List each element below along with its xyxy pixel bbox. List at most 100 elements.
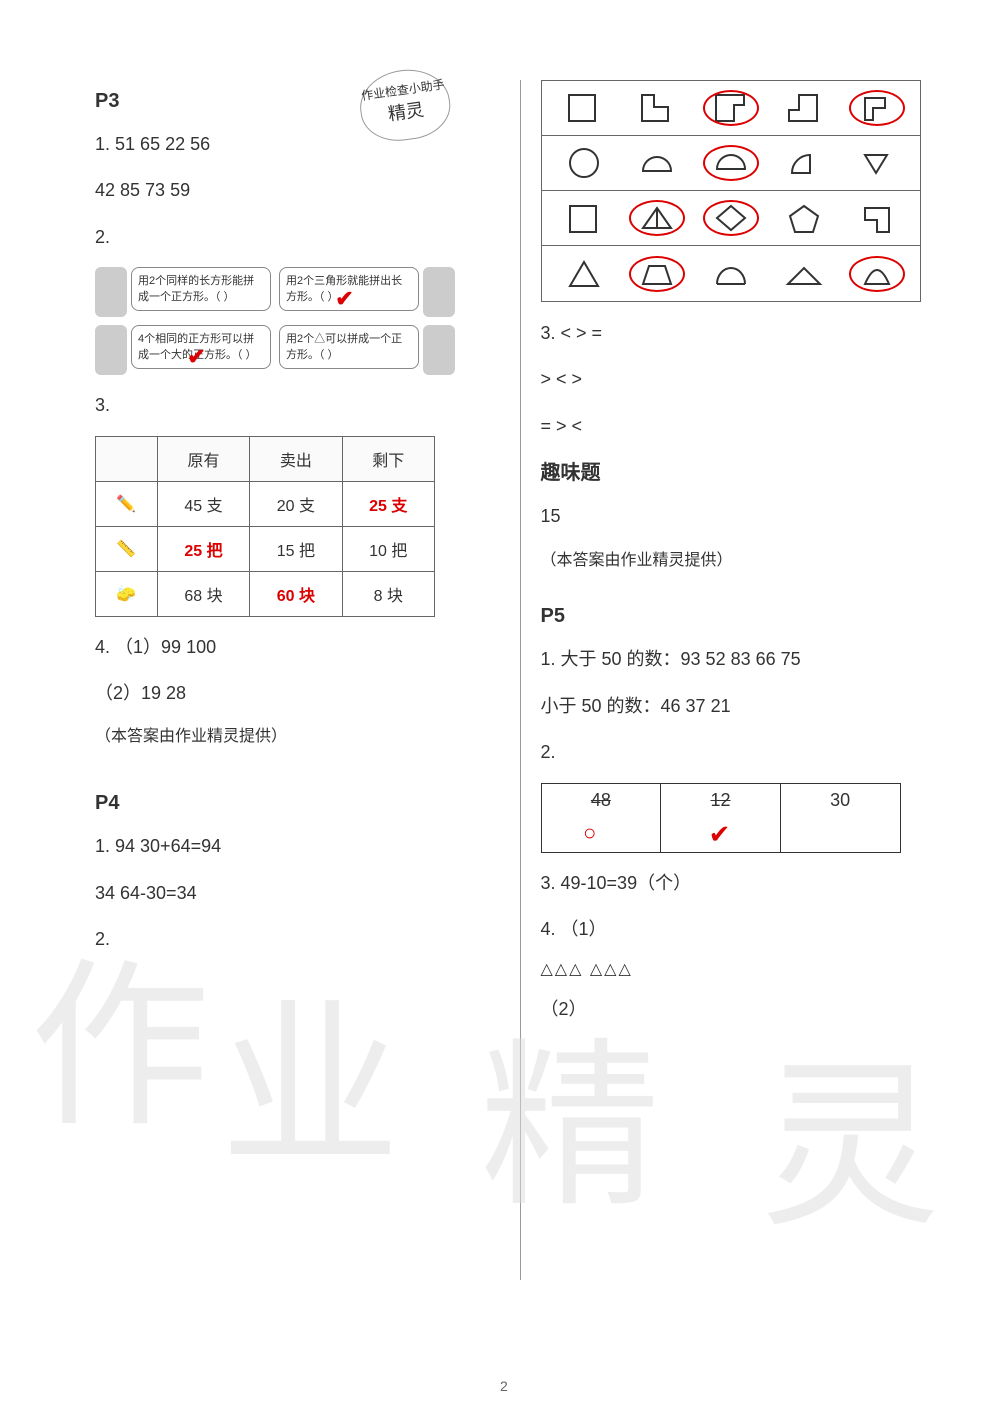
check-icon: ✔: [187, 344, 205, 370]
shape-cell: [840, 246, 913, 301]
shape-cell: [767, 191, 840, 245]
slot-48: 48 ○: [542, 784, 662, 852]
cell-answer: 25 支: [342, 481, 434, 526]
table-row: 🧽 68 块 60 块 8 块: [96, 571, 435, 616]
bubble-2: 用2个三角形就能拼出长方形。（ ） ✔: [279, 267, 419, 311]
bubble-1: 用2个同样的长方形能拼成一个正方形。（ ）: [131, 267, 271, 311]
r-q3: 3. < > =: [541, 317, 946, 349]
p5-q4-1: （1）: [561, 919, 607, 939]
q2-bubbles: 用2个同样的长方形能拼成一个正方形。（ ） 用2个三角形就能拼出长方形。（ ） …: [95, 267, 455, 375]
page-container: P3 1. 51 65 22 56 42 85 73 59 2. 用2个同样的长…: [0, 0, 1000, 1414]
slot-a-text: 48: [591, 790, 611, 810]
shape-row: [542, 136, 920, 191]
q2-label: 2.: [95, 221, 500, 253]
table-row: ✏️ 45 支 20 支 25 支: [96, 481, 435, 526]
q3-label: 3.: [95, 389, 500, 421]
shape-cell: [767, 246, 840, 301]
ring-mark: [629, 256, 685, 292]
arc-icon: [711, 256, 751, 292]
shape-cell: [840, 191, 913, 245]
lshape-icon: [637, 90, 677, 126]
shape-cell: [548, 136, 621, 190]
p5-q2-box: 48 ○ 12 ✔ 30: [541, 783, 901, 853]
q1-row2: 42 85 73 59: [95, 174, 500, 206]
p5-q4-label: 4.: [541, 919, 556, 939]
th-original: 原有: [157, 436, 249, 481]
ruler-icon: 📏: [96, 526, 158, 571]
semicircle-icon: [637, 145, 677, 181]
p4-q2: 2.: [95, 923, 500, 955]
shape-cell: [694, 191, 767, 245]
credit-note: （本答案由作业精灵提供）: [95, 723, 500, 752]
square-icon: [564, 90, 604, 126]
p5-q1a: 1. 大于 50 的数：93 52 83 66 75: [541, 643, 946, 675]
column-divider: [520, 80, 521, 1280]
th-blank: [96, 436, 158, 481]
shape-row: [542, 191, 920, 246]
step-icon: [784, 90, 824, 126]
right-column: 3. < > = > < > = > < 趣味题 15 （本答案由作业精灵提供）…: [526, 80, 961, 1374]
q1-label: 1.: [95, 134, 110, 154]
table-header-row: 原有 卖出 剩下: [96, 436, 435, 481]
bonus-title: 趣味题: [541, 456, 946, 485]
shape-row: [542, 81, 920, 136]
triangle-icon: [564, 256, 604, 292]
slot-b-text: 12: [710, 790, 730, 810]
shape-cell: [767, 136, 840, 190]
q1-row1: 51 65 22 56: [115, 134, 210, 154]
cell: 68 块: [157, 571, 249, 616]
circle-mark-icon: ○: [583, 820, 596, 846]
cell: 15 把: [250, 526, 342, 571]
character-icon: [423, 267, 455, 317]
shape-cell: [621, 191, 694, 245]
r-q3-label: 3.: [541, 323, 556, 343]
ring-mark: [849, 256, 905, 292]
slot-12: 12 ✔: [661, 784, 781, 852]
shape-cell: [694, 136, 767, 190]
p5-q4: 4. （1）: [541, 913, 946, 945]
q4-1: （1）99 100: [115, 637, 216, 657]
left-column: P3 1. 51 65 22 56 42 85 73 59 2. 用2个同样的长…: [80, 80, 515, 1374]
page-number: 2: [500, 1378, 508, 1394]
cell-answer: 60 块: [250, 571, 342, 616]
r-q3-row3: = > <: [541, 410, 946, 442]
character-icon: [423, 325, 455, 375]
shape-cell: [694, 81, 767, 135]
shape-cell: [548, 246, 621, 301]
slot-c-text: 30: [830, 790, 850, 810]
square2-icon: [564, 200, 604, 236]
q3-table: 原有 卖出 剩下 ✏️ 45 支 20 支 25 支 📏 25 把 15 把 1…: [95, 436, 435, 617]
cell: 10 把: [342, 526, 434, 571]
cell-answer: 25 把: [157, 526, 249, 571]
shape-cell: [621, 136, 694, 190]
cell: 45 支: [157, 481, 249, 526]
character-icon: [95, 325, 127, 375]
p5-title: P5: [541, 605, 946, 628]
ring-mark: [703, 145, 759, 181]
shape-cell: [840, 136, 913, 190]
ring-mark: [703, 90, 759, 126]
shape-cell: [840, 81, 913, 135]
ring-mark: [849, 90, 905, 126]
cell: 8 块: [342, 571, 434, 616]
check-icon: ✔: [335, 286, 353, 312]
wide-tri-icon: [784, 256, 824, 292]
shape-cell: [621, 81, 694, 135]
pentagon-icon: [784, 200, 824, 236]
p5-q2-label: 2.: [541, 736, 946, 768]
shape-grid: [541, 80, 921, 302]
shape-cell: [621, 246, 694, 301]
r-q3-row2: > < >: [541, 363, 946, 395]
credit-note-r: （本答案由作业精灵提供）: [541, 547, 946, 576]
pencil-icon: ✏️: [96, 481, 158, 526]
shape-cell: [767, 81, 840, 135]
p4-q1b: 34 64-30=34: [95, 877, 500, 909]
p5-q4-triangles: △△△ △△△: [541, 959, 946, 979]
q1-row: 1. 51 65 22 56: [95, 128, 500, 160]
quarter-icon: [784, 145, 824, 181]
l2-icon: [857, 200, 897, 236]
character-icon: [95, 267, 127, 317]
ring-mark: [629, 200, 685, 236]
cell: 20 支: [250, 481, 342, 526]
bubble-3: 4个相同的正方形可以拼成一个大的正方形。（ ） ✔: [131, 325, 271, 369]
